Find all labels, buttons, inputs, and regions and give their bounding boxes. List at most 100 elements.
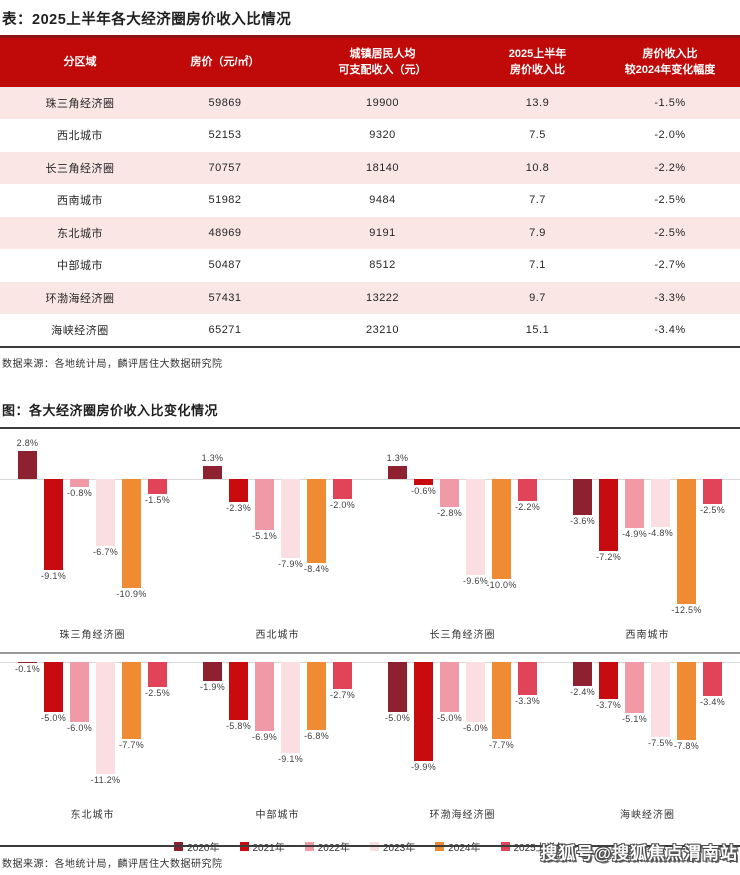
bar xyxy=(703,478,722,504)
table-cell: 19900 xyxy=(365,96,400,109)
bar-value-label: -5.0% xyxy=(436,712,463,723)
bar-slot: -7.8% xyxy=(673,654,700,804)
table-cell: 57431 xyxy=(208,291,242,304)
bar-value-label: -5.0% xyxy=(40,712,67,723)
table-row: 海峡经济圈 65271 23210 15.1 -3.4% xyxy=(0,314,740,347)
table-cell: 51982 xyxy=(208,194,242,207)
bar-value-label: -7.7% xyxy=(488,739,515,750)
bar xyxy=(466,661,485,722)
bar-slot: -10.0% xyxy=(486,429,516,624)
bar-value-label: -5.1% xyxy=(621,713,648,724)
chart-source-note: 数据来源：各地统计局，麟评居住大数据研究院 xyxy=(2,859,223,870)
bar-value-label: -9.6% xyxy=(462,575,489,586)
bar-value-label: -2.0% xyxy=(329,499,356,510)
bar-value-label: -8.4% xyxy=(303,563,330,574)
bar-slot: -6.9% xyxy=(251,654,278,804)
bar xyxy=(122,661,141,739)
table-cell: 珠三角经济圈 xyxy=(45,97,115,110)
table-cell: 8512 xyxy=(369,259,396,272)
chart-panel: 2.8% -9.1% -0.8% -6.7% -10.9% -1.5% 珠三角经济圈 xyxy=(0,429,185,652)
table-cell: 西南城市 xyxy=(57,195,103,208)
bar-slot: -9.6% xyxy=(462,429,489,624)
table-cell: 海峡经济圈 xyxy=(51,324,109,337)
bar xyxy=(203,465,222,479)
table-cell: 70757 xyxy=(208,161,242,174)
bar-slot: -7.2% xyxy=(596,429,621,624)
bar xyxy=(148,478,167,494)
panel-title: 珠三角经济圈 xyxy=(59,629,126,641)
chart-plot: -1.9% -5.8% -6.9% -9.1% -6.8% -2.7% xyxy=(185,654,370,804)
panel-title: 中部城市 xyxy=(255,809,300,821)
table-header-cell: 2025上半年 房价收入比 xyxy=(475,35,600,87)
bar xyxy=(414,661,433,761)
bar-value-label: -2.5% xyxy=(699,504,726,515)
bar-slot: -2.5% xyxy=(699,429,726,624)
bar-slot: -9.1% xyxy=(278,654,303,804)
legend-label: 2021年 xyxy=(252,843,285,854)
bar-value-label: -7.8% xyxy=(673,740,700,751)
bar-value-label: -0.8% xyxy=(66,487,93,498)
bar-value-label: -3.7% xyxy=(595,699,622,710)
bar-slot: -0.1% xyxy=(14,654,41,804)
bar-slot: -2.8% xyxy=(437,429,462,624)
bar-slot: -6.0% xyxy=(67,654,92,804)
bar xyxy=(518,661,537,695)
table-cell: 中部城市 xyxy=(57,260,103,273)
chart-plot: 2.8% -9.1% -0.8% -6.7% -10.9% -1.5% xyxy=(0,429,185,624)
bar xyxy=(440,478,459,507)
bar xyxy=(333,661,352,689)
bar-slot: -6.7% xyxy=(93,429,118,624)
table-header-cell: 房价收入比 较2024年变化幅度 xyxy=(600,35,740,87)
bar xyxy=(255,661,274,731)
panel-title: 环渤海经济圈 xyxy=(429,809,496,821)
bar-value-label: -0.1% xyxy=(14,663,41,674)
bar-slot: -11.2% xyxy=(91,654,120,804)
bar xyxy=(388,465,407,479)
table-cell: 65271 xyxy=(208,323,242,336)
bar-slot: -4.8% xyxy=(648,429,673,624)
bar xyxy=(651,661,670,737)
bar-value-label: -7.5% xyxy=(647,737,674,748)
bar-slot: -1.9% xyxy=(199,654,226,804)
table-row: 西北城市 52153 9320 7.5 -2.0% xyxy=(0,119,740,152)
bar-slot: -3.7% xyxy=(595,654,622,804)
bar-value-label: 2.8% xyxy=(16,437,39,448)
table-cell: 9.7 xyxy=(529,291,546,304)
table-cell: 10.8 xyxy=(525,161,550,174)
bar-value-label: -10.9% xyxy=(116,588,147,599)
table-body: 珠三角经济圈 59869 19900 13.9 -1.5% 西北城市 52153 9320 7.… xyxy=(0,86,740,347)
legend-label: 2023年 xyxy=(383,843,416,854)
table-cell: 长三角经济圈 xyxy=(45,162,115,175)
bar xyxy=(18,450,37,479)
bar-value-label: 1.3% xyxy=(201,452,224,463)
table-cell: 7.7 xyxy=(529,194,546,207)
panel-title: 长三角经济圈 xyxy=(429,629,496,641)
chart-plot: 1.3% -2.3% -5.1% -7.9% -8.4% -2.0% xyxy=(185,429,370,624)
chart-plot: -2.4% -3.7% -5.1% -7.5% -7.8% -3.4% xyxy=(555,654,740,804)
bar-slot: -7.7% xyxy=(118,654,145,804)
bar-value-label: -6.9% xyxy=(251,731,278,742)
table-cell: -2.5% xyxy=(654,226,686,239)
bar xyxy=(625,478,644,528)
bar xyxy=(44,661,63,712)
table-header-cell: 分区域 xyxy=(0,35,160,87)
table-cell: -2.2% xyxy=(654,161,686,174)
bar-value-label: -1.9% xyxy=(199,681,226,692)
bar-slot: -3.6% xyxy=(570,429,595,624)
chart-panel: -3.6% -7.2% -4.9% -4.8% -12.5% -2.5% 西南城市 xyxy=(555,429,740,652)
table-cell: 13.9 xyxy=(525,96,550,109)
table-cell: 13222 xyxy=(365,291,400,304)
bar-slot: -3.4% xyxy=(700,654,725,804)
table-cell: 59869 xyxy=(208,96,242,109)
bar xyxy=(466,478,485,575)
bar-value-label: -7.7% xyxy=(118,739,145,750)
bar-value-label: 1.3% xyxy=(386,452,409,463)
table-cell: -3.4% xyxy=(654,323,686,336)
bar xyxy=(599,661,618,699)
bar-value-label: -2.4% xyxy=(569,686,596,697)
chart-panel: -1.9% -5.8% -6.9% -9.1% -6.8% -2.7% 中部城市 xyxy=(185,654,370,832)
chart-row-top: 2.8% -9.1% -0.8% -6.7% -10.9% -1.5% 珠三角经济圈 1.3%… xyxy=(0,429,740,652)
table-header-cell: 房价（元/㎡） xyxy=(160,35,290,87)
bar-value-label: -5.1% xyxy=(251,530,278,541)
bar-value-label: -6.0% xyxy=(462,722,489,733)
